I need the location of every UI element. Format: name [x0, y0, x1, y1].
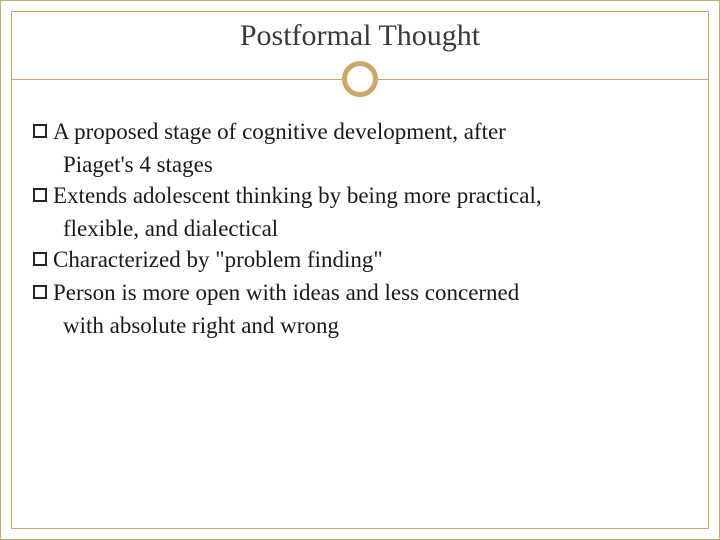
- list-item: Characterized by "problem finding": [33, 244, 687, 275]
- list-item: A proposed stage of cognitive developmen…: [33, 116, 687, 147]
- bullet-text: Characterized by "problem finding": [53, 244, 687, 275]
- bullet-text: A proposed stage of cognitive developmen…: [53, 116, 687, 147]
- bullet-continuation: Piaget's 4 stages: [63, 149, 687, 180]
- bullet-icon: [33, 285, 47, 299]
- slide-title: Postformal Thought: [1, 19, 719, 53]
- bullet-icon: [33, 124, 47, 138]
- list-item: Person is more open with ideas and less …: [33, 277, 687, 308]
- bullet-continuation: with absolute right and wrong: [63, 310, 687, 341]
- list-item: Extends adolescent thinking by being mor…: [33, 180, 687, 211]
- slide-body: A proposed stage of cognitive developmen…: [33, 116, 687, 341]
- slide-container: Postformal Thought A proposed stage of c…: [0, 0, 720, 540]
- bullet-text: Person is more open with ideas and less …: [53, 277, 687, 308]
- divider-circle: [342, 61, 378, 97]
- bullet-icon: [33, 252, 47, 266]
- bullet-continuation: flexible, and dialectical: [63, 213, 687, 244]
- bullet-icon: [33, 188, 47, 202]
- bullet-text: Extends adolescent thinking by being mor…: [53, 180, 687, 211]
